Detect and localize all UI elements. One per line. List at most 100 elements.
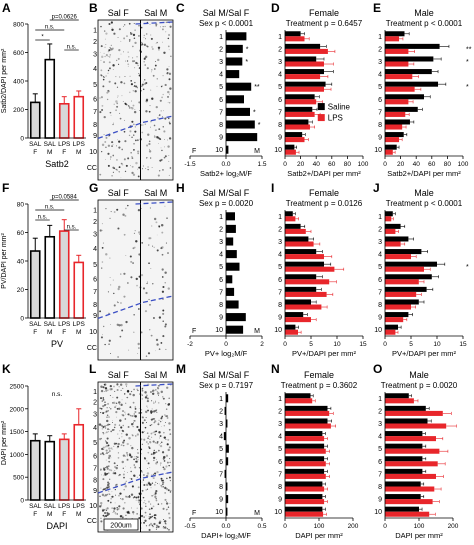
bar <box>285 398 313 404</box>
cell-dot <box>110 447 113 450</box>
cell-dot <box>116 513 118 515</box>
cell-dot <box>111 491 113 493</box>
layer-label: 1 <box>378 34 382 41</box>
bar <box>226 70 240 79</box>
cell-dot <box>124 170 127 173</box>
cell-dot <box>153 522 156 526</box>
cell-dot <box>130 467 132 469</box>
bar <box>385 81 439 87</box>
chart-subtitle: Sex p < 0.0001 <box>199 19 254 28</box>
cell-dot <box>110 48 113 51</box>
bar <box>285 405 328 411</box>
cell-dot <box>103 383 107 386</box>
cell-dot <box>138 253 141 256</box>
panel-letter-F: F <box>2 181 9 195</box>
bar <box>29 439 41 501</box>
bar <box>385 418 428 424</box>
category-label: M <box>47 329 52 336</box>
cell-dot <box>155 451 158 453</box>
cell-dot <box>152 477 155 480</box>
cell-dot <box>125 60 127 62</box>
y-tick-label: 0 <box>20 136 24 143</box>
cell-dot <box>155 338 159 342</box>
cell-dot <box>111 145 113 148</box>
cell-dot <box>146 397 149 400</box>
cell-dot <box>150 503 152 505</box>
cell-dot <box>117 57 120 60</box>
cell-dot <box>147 133 150 136</box>
cell-dot <box>111 495 114 498</box>
y-tick-label: 500 <box>13 475 24 482</box>
cell-dot <box>155 490 158 493</box>
cell-dot <box>157 174 160 177</box>
cell-dot <box>130 32 131 33</box>
cell-dot <box>165 454 169 457</box>
layer-label: 5 <box>219 446 223 453</box>
cell-dot <box>118 285 121 289</box>
cell-dot <box>103 453 105 456</box>
cell-dot <box>101 151 103 153</box>
cell-dot <box>121 414 123 416</box>
bar <box>385 74 413 80</box>
bar <box>29 250 41 319</box>
cell-dot <box>133 458 135 461</box>
cell-dot <box>157 46 161 49</box>
scale-bar-label: 200um <box>110 523 132 530</box>
cell-dot <box>148 528 151 532</box>
cell-dot <box>130 32 133 35</box>
image-label-f: Sal F <box>108 370 130 380</box>
layer-label: CC <box>87 518 97 525</box>
cell-dot <box>165 473 167 474</box>
cell-dot <box>136 388 138 390</box>
cell-dot <box>164 325 167 328</box>
cell-dot <box>160 477 163 480</box>
cell-dot <box>118 401 121 404</box>
cell-dot <box>116 323 119 326</box>
cell-dot <box>147 481 151 484</box>
bar <box>385 223 401 229</box>
layer-label: 7 <box>219 109 223 116</box>
cell-dot <box>157 387 160 390</box>
cell-dot <box>127 157 130 160</box>
cell-dot <box>120 53 122 55</box>
layer-label: 3 <box>278 421 282 428</box>
cell-dot <box>132 104 135 107</box>
chart-subtitle: Treatment p < 0.0001 <box>386 199 463 208</box>
cell-dot <box>126 459 128 461</box>
layer-label: 10 <box>274 147 282 154</box>
chart-title: Sal M/Sal F <box>203 188 250 198</box>
bar <box>285 94 315 100</box>
layer-label: 1 <box>378 396 382 403</box>
cell-dot <box>165 502 169 505</box>
bar <box>385 216 392 222</box>
cell-dot <box>145 45 148 48</box>
cell-dot <box>101 104 104 107</box>
cell-dot <box>162 458 164 460</box>
cell-dot <box>158 421 160 423</box>
cell-dot <box>160 426 162 427</box>
cell-dot <box>130 152 132 154</box>
cell-dot <box>156 390 159 393</box>
cell-dot <box>99 505 102 508</box>
cell-dot <box>131 415 134 417</box>
cell-dot <box>141 443 143 445</box>
layer-label: 6 <box>278 277 282 284</box>
cell-dot <box>108 461 110 463</box>
cell-dot <box>113 445 115 447</box>
cell-dot <box>100 517 102 519</box>
cell-dot <box>120 498 121 500</box>
cell-dot <box>149 441 151 443</box>
cell-dot <box>153 135 156 138</box>
cell-dot <box>135 161 138 165</box>
bar <box>385 48 409 54</box>
cell-dot <box>113 103 115 105</box>
cell-dot <box>102 398 105 401</box>
bar <box>385 410 443 416</box>
cell-dot <box>114 472 117 475</box>
cell-dot <box>141 421 144 424</box>
bar <box>285 299 311 305</box>
cell-dot <box>100 69 103 72</box>
cell-dot <box>166 68 169 71</box>
layer-label: 6 <box>278 97 282 104</box>
